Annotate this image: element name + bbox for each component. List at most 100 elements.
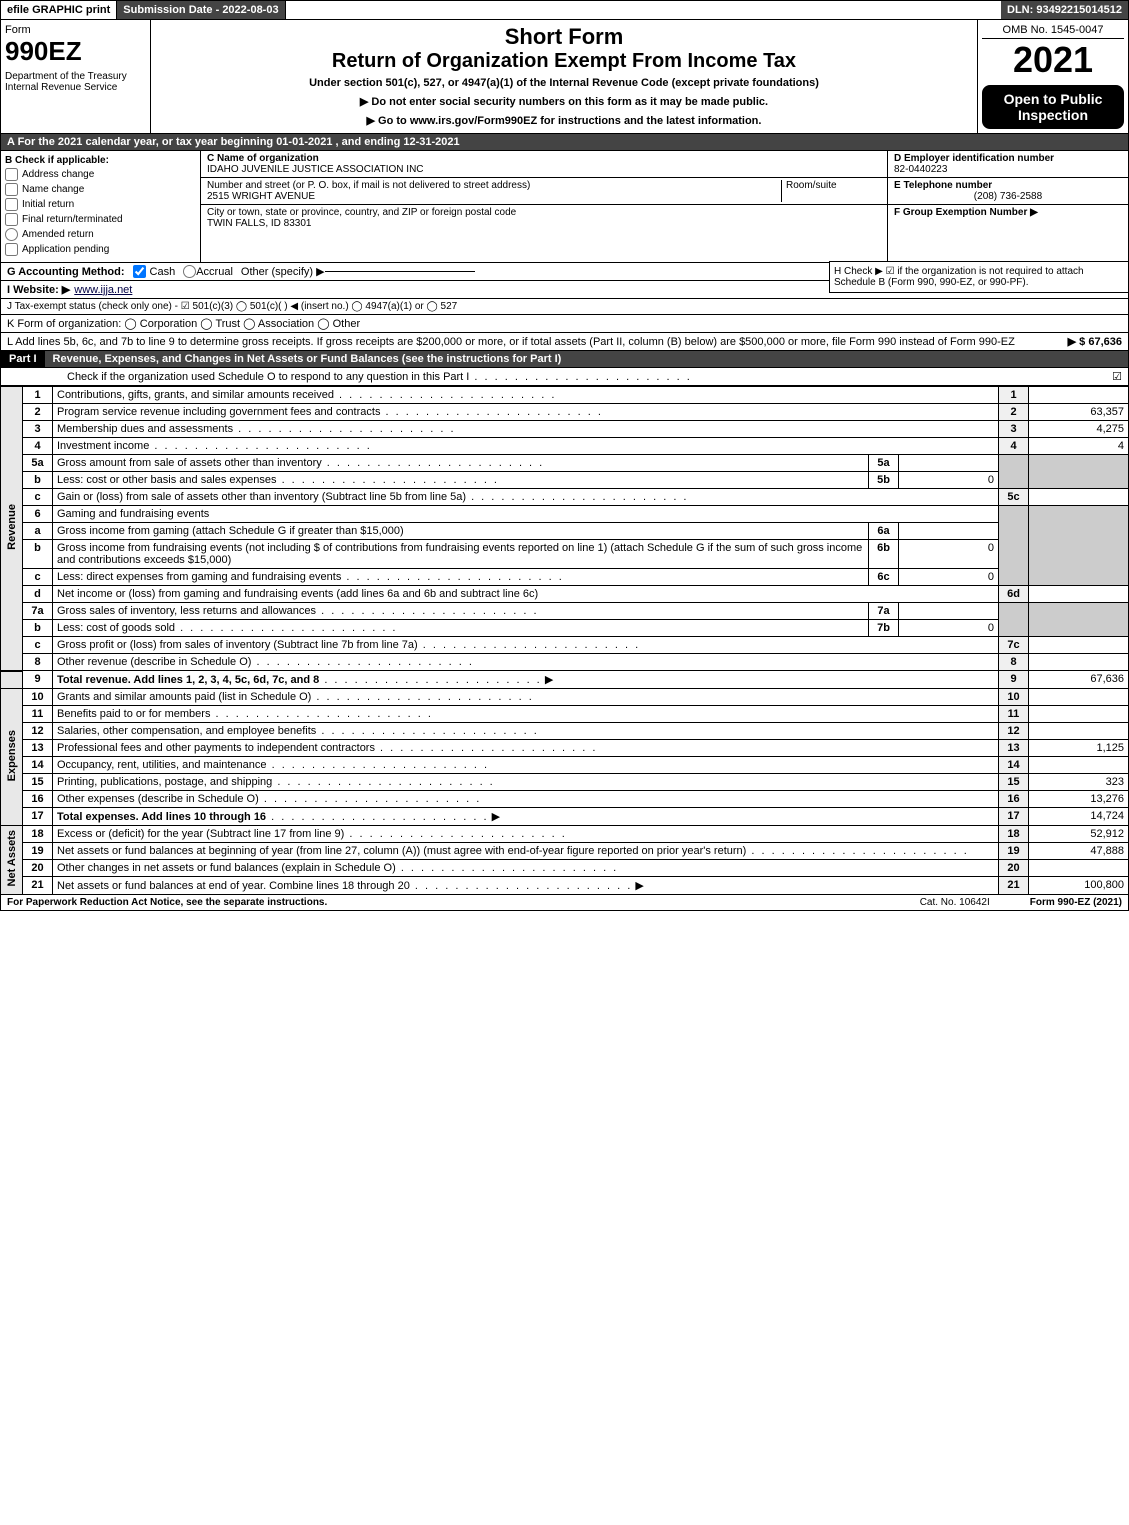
sidebar-expenses: Expenses	[1, 689, 23, 826]
submission-date: Submission Date - 2022-08-03	[117, 1, 285, 19]
arrow-icon: ▶	[545, 674, 553, 686]
section-c: C Name of organization IDAHO JUVENILE JU…	[201, 151, 888, 262]
website-link[interactable]: www.ijja.net	[74, 284, 132, 296]
g-other: Other (specify) ▶	[241, 265, 325, 278]
l15-desc: Printing, publications, postage, and shi…	[53, 774, 999, 791]
l20-amount	[1029, 860, 1129, 877]
l5b-sub: 5b	[869, 472, 899, 489]
l14-num: 14	[23, 757, 53, 774]
l14-amount	[1029, 757, 1129, 774]
l20-box: 20	[999, 860, 1029, 877]
g-other-input[interactable]	[325, 271, 475, 272]
l2-amount: 63,357	[1029, 404, 1129, 421]
l6c-sub: 6c	[869, 569, 899, 586]
footer: For Paperwork Reduction Act Notice, see …	[0, 895, 1129, 911]
l19-box: 19	[999, 843, 1029, 860]
b-title: B Check if applicable:	[5, 155, 196, 166]
header-right: OMB No. 1545-0047 2021 Open to Public In…	[978, 20, 1128, 133]
l15-num: 15	[23, 774, 53, 791]
l5c-box: 5c	[999, 489, 1029, 506]
l21-num: 21	[23, 877, 53, 895]
form-number: 990EZ	[5, 36, 146, 67]
l21-amount: 100,800	[1029, 877, 1129, 895]
l8-num: 8	[23, 654, 53, 671]
cb-cash[interactable]	[133, 265, 146, 278]
l13-num: 13	[23, 740, 53, 757]
cb-initial-return[interactable]: Initial return	[5, 198, 196, 211]
l11-box: 11	[999, 706, 1029, 723]
footer-formno: Form 990-EZ (2021)	[1030, 897, 1122, 908]
l13-amount: 1,125	[1029, 740, 1129, 757]
org-city: TWIN FALLS, ID 83301	[207, 218, 312, 229]
row-k: K Form of organization: ◯ Corporation ◯ …	[0, 315, 1129, 333]
dln-label: DLN: 93492215014512	[1001, 1, 1128, 19]
tax-year: 2021	[982, 39, 1124, 81]
l7c-desc: Gross profit or (loss) from sales of inv…	[53, 637, 999, 654]
l14-box: 14	[999, 757, 1029, 774]
l16-num: 16	[23, 791, 53, 808]
l5ab-greyamt	[1029, 455, 1129, 489]
part1-checkbox[interactable]: ☑	[1112, 370, 1122, 383]
l1-desc: Contributions, gifts, grants, and simila…	[53, 387, 999, 404]
omb-number: OMB No. 1545-0047	[982, 24, 1124, 39]
arrow-icon: ▶	[492, 811, 500, 823]
row-a-year: A For the 2021 calendar year, or tax yea…	[0, 134, 1129, 151]
l6a-sub: 6a	[869, 523, 899, 540]
l7c-box: 7c	[999, 637, 1029, 654]
l10-box: 10	[999, 689, 1029, 706]
l16-amount: 13,276	[1029, 791, 1129, 808]
open-public-badge: Open to Public Inspection	[982, 85, 1124, 129]
form-header: Form 990EZ Department of the Treasury In…	[0, 20, 1129, 134]
l6a-desc: Gross income from gaming (attach Schedul…	[53, 523, 869, 540]
l18-num: 18	[23, 826, 53, 843]
cb-application-pending[interactable]: Application pending	[5, 243, 196, 256]
l10-num: 10	[23, 689, 53, 706]
section-bcdef: B Check if applicable: Address change Na…	[0, 151, 1129, 263]
l6b-num: b	[23, 540, 53, 569]
sidebar-revenue: Revenue	[1, 387, 23, 671]
cb-amended-return[interactable]: Amended return	[5, 228, 196, 241]
c-street: Number and street (or P. O. box, if mail…	[201, 178, 887, 205]
l13-box: 13	[999, 740, 1029, 757]
l17-amount: 14,724	[1029, 808, 1129, 826]
room-suite-label: Room/suite	[781, 180, 881, 202]
l5b-desc: Less: cost or other basis and sales expe…	[53, 472, 869, 489]
l6-desc: Gaming and fundraising events	[53, 506, 999, 523]
l9-amount: 67,636	[1029, 671, 1129, 689]
l6b-desc: Gross income from fundraising events (no…	[53, 540, 869, 569]
l15-box: 15	[999, 774, 1029, 791]
footer-cat: Cat. No. 10642I	[920, 897, 990, 908]
l2-num: 2	[23, 404, 53, 421]
cb-address-change[interactable]: Address change	[5, 168, 196, 181]
l4-num: 4	[23, 438, 53, 455]
l5b-num: b	[23, 472, 53, 489]
section-e: E Telephone number (208) 736-2588	[888, 178, 1128, 205]
phone-value: (208) 736-2588	[894, 191, 1122, 202]
l6d-desc: Net income or (loss) from gaming and fun…	[53, 586, 999, 603]
row-l: L Add lines 5b, 6c, and 7b to line 9 to …	[0, 333, 1129, 351]
l2-desc: Program service revenue including govern…	[53, 404, 999, 421]
l12-box: 12	[999, 723, 1029, 740]
l6b-subamt: 0	[899, 540, 999, 569]
header-center: Short Form Return of Organization Exempt…	[151, 20, 978, 133]
part1-label: Part I	[1, 351, 45, 367]
goto-link[interactable]: ▶ Go to www.irs.gov/Form990EZ for instru…	[155, 114, 973, 127]
cb-accrual[interactable]	[183, 265, 196, 278]
l8-desc: Other revenue (describe in Schedule O)	[53, 654, 999, 671]
l16-box: 16	[999, 791, 1029, 808]
cb-name-change[interactable]: Name change	[5, 183, 196, 196]
section-d: D Employer identification number 82-0440…	[888, 151, 1128, 178]
l18-box: 18	[999, 826, 1029, 843]
section-b: B Check if applicable: Address change Na…	[1, 151, 201, 262]
efile-label[interactable]: efile GRAPHIC print	[1, 1, 117, 19]
lines-table: Revenue 1 Contributions, gifts, grants, …	[0, 386, 1129, 895]
l7a-sub: 7a	[869, 603, 899, 620]
l5b-subamt: 0	[899, 472, 999, 489]
footer-left: For Paperwork Reduction Act Notice, see …	[7, 897, 327, 908]
l1-amount	[1029, 387, 1129, 404]
l17-num: 17	[23, 808, 53, 826]
l5a-desc: Gross amount from sale of assets other t…	[53, 455, 869, 472]
l-text: L Add lines 5b, 6c, and 7b to line 9 to …	[7, 336, 1068, 348]
l7a-num: 7a	[23, 603, 53, 620]
cb-final-return[interactable]: Final return/terminated	[5, 213, 196, 226]
